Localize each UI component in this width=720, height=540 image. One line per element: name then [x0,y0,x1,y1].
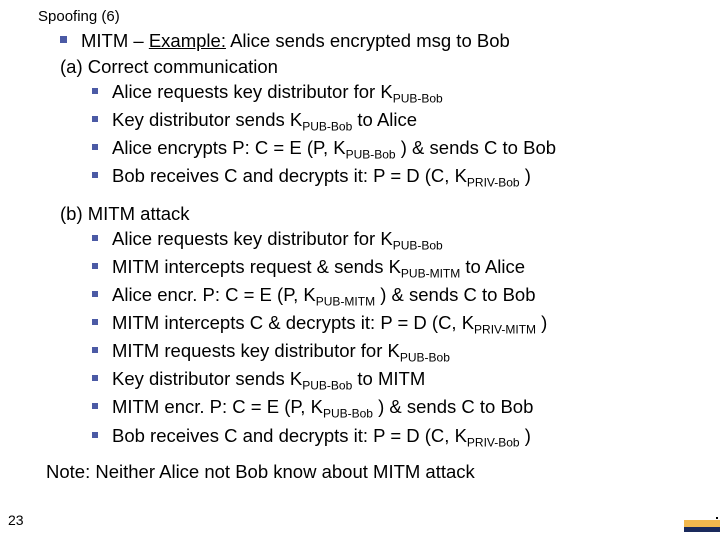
list-item: MITM intercepts C & decrypts it: P = D (… [92,311,690,338]
list-item: Alice encrypts P: C = E (P, KPUB-Bob ) &… [92,136,690,163]
section-b: (b) MITM attack [60,202,690,226]
item-text: Alice requests key distributor for KPUB-… [112,227,443,254]
bullet-icon [92,235,98,241]
main-underline: Example: [149,30,226,51]
item-text: MITM intercepts request & sends KPUB-MIT… [112,255,525,282]
bullet-icon [92,347,98,353]
section-a: (a) Correct communication [60,55,690,79]
bullet-icon [92,291,98,297]
main-pre: MITM – [81,30,149,51]
slide-title: Spoofing (6) [38,8,690,25]
bullet-icon [92,375,98,381]
list-item: Key distributor sends KPUB-Bob to MITM [92,367,690,394]
list-item: Bob receives C and decrypts it: P = D (C… [92,424,690,451]
corner-decoration [684,510,720,532]
list-item: MITM encr. P: C = E (P, KPUB-Bob ) & sen… [92,395,690,422]
main-text: MITM – Example: Alice sends encrypted ms… [81,29,510,53]
list-item: Alice requests key distributor for KPUB-… [92,80,690,107]
bullet-icon [92,116,98,122]
list-item: Key distributor sends KPUB-Bob to Alice [92,108,690,135]
bullet-icon [92,172,98,178]
list-a: Alice requests key distributor for KPUB-… [92,80,690,191]
bullet-icon [92,319,98,325]
note-text: Note: Neither Alice not Bob know about M… [46,461,690,483]
main-post: Alice sends encrypted msg to Bob [226,30,510,51]
bullet-icon [60,36,67,43]
list-item: Alice requests key distributor for KPUB-… [92,227,690,254]
item-text: Bob receives C and decrypts it: P = D (C… [112,424,531,451]
bullet-icon [92,144,98,150]
dot-icon [716,517,718,519]
bullet-icon [92,88,98,94]
item-text: Bob receives C and decrypts it: P = D (C… [112,164,531,191]
list-b: Alice requests key distributor for KPUB-… [92,227,690,450]
bullet-icon [92,432,98,438]
list-item: MITM requests key distributor for KPUB-B… [92,339,690,366]
list-item: MITM intercepts request & sends KPUB-MIT… [92,255,690,282]
navy-bar [684,527,720,532]
item-text: Alice encr. P: C = E (P, KPUB-MITM ) & s… [112,283,536,310]
item-text: MITM requests key distributor for KPUB-B… [112,339,450,366]
item-text: Alice requests key distributor for KPUB-… [112,80,443,107]
bullet-icon [92,263,98,269]
list-item: Bob receives C and decrypts it: P = D (C… [92,164,690,191]
item-text: Alice encrypts P: C = E (P, KPUB-Bob ) &… [112,136,556,163]
page-number: 23 [8,512,24,528]
item-text: MITM encr. P: C = E (P, KPUB-Bob ) & sen… [112,395,533,422]
item-text: MITM intercepts C & decrypts it: P = D (… [112,311,547,338]
list-item: Alice encr. P: C = E (P, KPUB-MITM ) & s… [92,283,690,310]
slide: Spoofing (6) MITM – Example: Alice sends… [0,0,720,540]
item-text: Key distributor sends KPUB-Bob to Alice [112,108,417,135]
item-text: Key distributor sends KPUB-Bob to MITM [112,367,425,394]
main-bullet: MITM – Example: Alice sends encrypted ms… [60,29,690,53]
bullet-icon [92,403,98,409]
